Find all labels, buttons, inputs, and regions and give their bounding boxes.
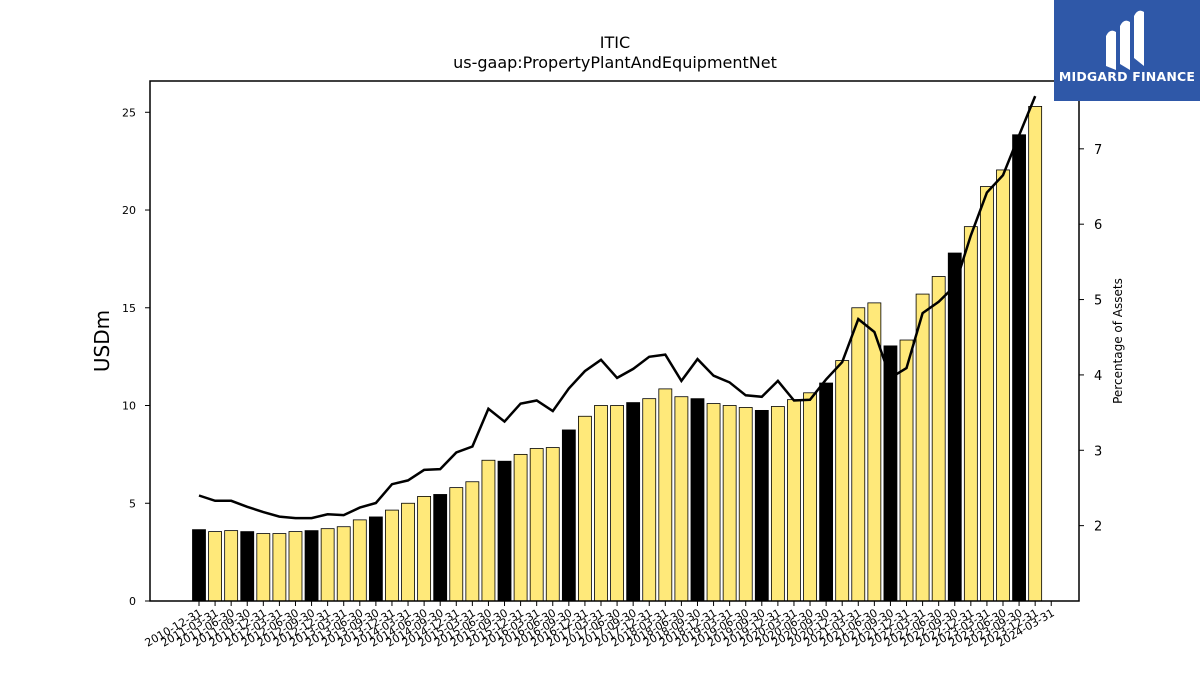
midgard-logo-icon	[1106, 10, 1144, 71]
bar	[690, 398, 705, 602]
bar	[433, 494, 448, 602]
chart-title: ITIC	[600, 33, 630, 52]
brand-name: MIDGARD FINANCE	[1058, 69, 1196, 84]
bar	[417, 496, 432, 602]
y2-tick-label: 2	[1094, 520, 1102, 535]
bar	[594, 405, 608, 602]
bar	[288, 531, 303, 602]
bar	[980, 186, 994, 602]
y2-axis-label: Percentage of Assets	[1111, 278, 1125, 404]
y2-tick-label: 3	[1094, 444, 1102, 459]
bar	[1012, 134, 1026, 602]
bar	[787, 399, 801, 602]
y2-tick-label: 5	[1094, 294, 1102, 309]
bar	[658, 388, 673, 602]
y2-tick-label: 7	[1094, 143, 1102, 158]
bar	[835, 360, 850, 602]
percentage-line	[198, 95, 1037, 520]
bar	[368, 516, 383, 602]
bar	[915, 293, 930, 602]
bar	[947, 252, 962, 602]
bar	[513, 453, 528, 602]
bar	[851, 307, 866, 602]
y-axis-label: USDm	[90, 310, 114, 372]
bar	[754, 409, 769, 602]
bar	[465, 481, 480, 602]
bar	[208, 531, 222, 602]
bar	[963, 226, 978, 602]
bars-group	[192, 106, 1043, 602]
bar	[304, 530, 319, 602]
y-tick-label: 5	[129, 497, 136, 510]
bar	[803, 392, 817, 602]
bar	[240, 531, 255, 602]
bar	[578, 415, 592, 602]
bar	[819, 382, 834, 602]
bar	[256, 533, 271, 602]
bar	[385, 509, 399, 602]
chart-subtitle: us-gaap:PropertyPlantAndEquipmentNet	[453, 53, 777, 72]
bar	[192, 529, 206, 602]
bar	[352, 519, 367, 602]
bar	[401, 502, 415, 602]
x-axis: 2010-12-312011-03-312011-06-302011-09-30…	[143, 601, 1057, 650]
bar	[1028, 106, 1043, 602]
bar	[561, 429, 576, 602]
brand-logo: MIDGARD FINANCE	[1054, 0, 1200, 101]
y-tick-label: 25	[122, 106, 136, 119]
bar	[674, 396, 689, 602]
bar	[497, 460, 512, 602]
bar	[626, 402, 641, 602]
bar	[320, 528, 335, 602]
bar	[931, 276, 946, 602]
bar	[899, 339, 914, 602]
bar	[706, 403, 721, 602]
y2-tick-label: 6	[1094, 218, 1102, 233]
bar	[883, 345, 898, 602]
bar	[336, 526, 351, 602]
bar	[272, 533, 287, 602]
y-tick-label: 15	[122, 302, 136, 315]
bar	[224, 530, 239, 602]
bar	[642, 398, 657, 602]
bar	[545, 447, 560, 602]
bar	[738, 407, 753, 602]
y-tick-label: 10	[122, 400, 136, 413]
bar	[996, 169, 1010, 602]
plot-frame	[149, 80, 1080, 602]
bar	[449, 487, 464, 602]
bar	[722, 405, 737, 602]
y-tick-label: 0	[129, 595, 136, 608]
line-group	[198, 95, 1037, 520]
y-tick-label: 20	[122, 204, 136, 217]
y-axis: 0 5 10 15 20 25	[122, 106, 150, 608]
bar	[481, 459, 496, 602]
bar	[770, 406, 785, 602]
y2-axis: 2 3 4 5 6 7	[1079, 143, 1102, 535]
y2-tick-label: 4	[1094, 369, 1102, 384]
bar	[610, 405, 624, 602]
bar	[529, 448, 544, 602]
